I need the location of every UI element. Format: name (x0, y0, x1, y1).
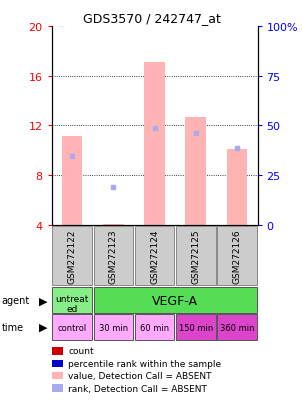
Text: GSM272123: GSM272123 (109, 229, 118, 283)
Bar (176, 226, 215, 286)
Bar (94, 287, 257, 313)
Text: 150 min: 150 min (178, 323, 213, 332)
Text: 60 min: 60 min (140, 323, 169, 332)
Bar (227, 150, 247, 225)
Bar (94, 314, 133, 340)
Text: GSM272126: GSM272126 (232, 229, 241, 283)
Bar (185, 117, 206, 225)
Text: 360 min: 360 min (220, 323, 254, 332)
Bar (217, 314, 257, 340)
Text: ▶: ▶ (39, 295, 48, 306)
Text: untreat: untreat (55, 294, 89, 304)
Text: agent: agent (2, 295, 30, 306)
Bar (52, 287, 92, 313)
Bar (135, 314, 174, 340)
Text: control: control (58, 323, 87, 332)
Bar (135, 226, 174, 286)
Text: value, Detection Call = ABSENT: value, Detection Call = ABSENT (68, 371, 212, 380)
Bar (176, 314, 215, 340)
Bar (217, 226, 257, 286)
Text: percentile rank within the sample: percentile rank within the sample (68, 359, 221, 368)
Text: GSM272122: GSM272122 (68, 229, 77, 283)
Text: 30 min: 30 min (99, 323, 128, 332)
Bar (144, 63, 165, 225)
Text: time: time (2, 322, 24, 332)
Bar (52, 226, 92, 286)
Bar (94, 226, 133, 286)
Text: GSM272125: GSM272125 (191, 229, 200, 283)
Text: count: count (68, 347, 94, 356)
Bar (52, 314, 92, 340)
Text: VEGF-A: VEGF-A (152, 294, 198, 307)
Bar (62, 137, 82, 225)
Text: GSM272124: GSM272124 (150, 229, 159, 283)
Text: GDS3570 / 242747_at: GDS3570 / 242747_at (82, 12, 221, 25)
Text: ed: ed (66, 304, 78, 313)
Text: ▶: ▶ (39, 322, 48, 332)
Text: rank, Detection Call = ABSENT: rank, Detection Call = ABSENT (68, 384, 207, 393)
